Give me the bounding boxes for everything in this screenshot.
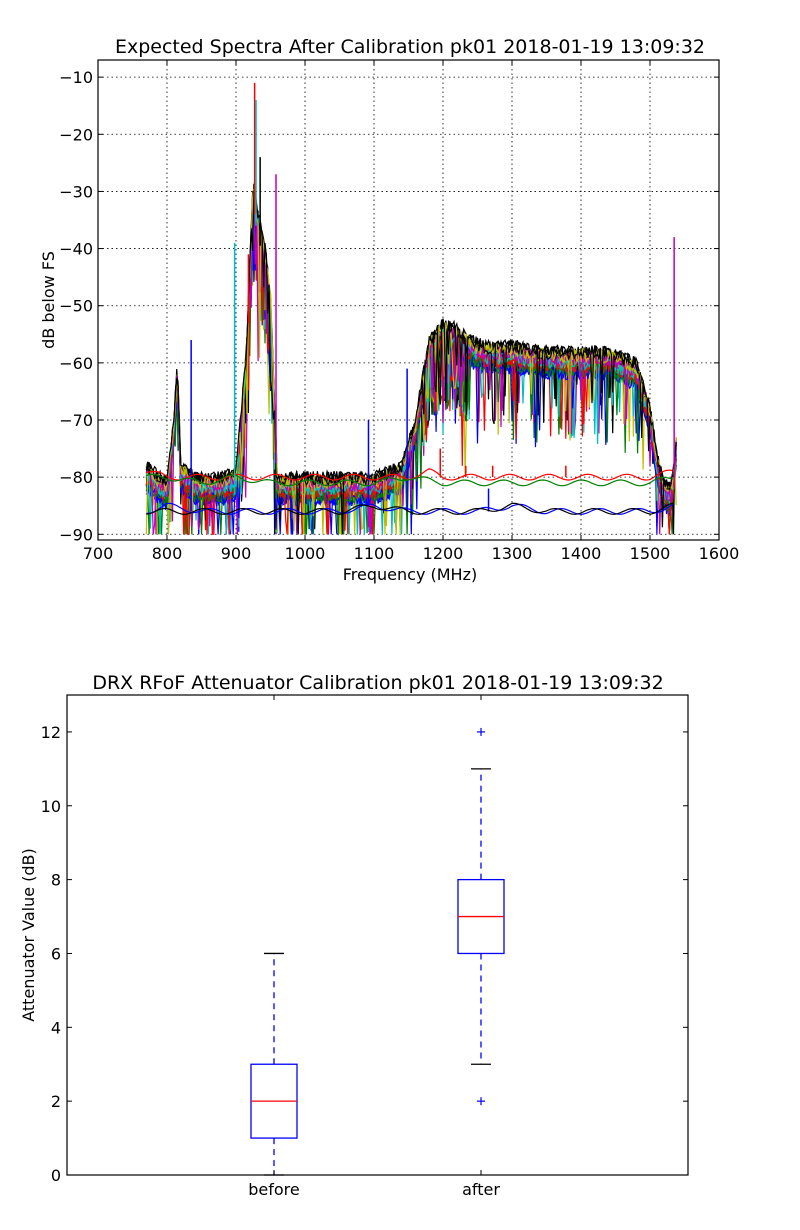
- boxplot-boxes: [250, 727, 505, 1176]
- spectra-x-tick-label: 1600: [699, 544, 740, 563]
- spectra-x-tick-label: 1000: [285, 544, 326, 563]
- boxplot-y-tick-label: 2: [51, 1092, 61, 1111]
- spectra-y-tick-label: −90: [59, 525, 93, 544]
- boxplot-y-tick-label: 8: [51, 871, 61, 890]
- spectra-x-axis-label: Frequency (MHz): [343, 565, 477, 584]
- box-after: [457, 727, 505, 1106]
- spectra-x-tick-label: 700: [83, 544, 114, 563]
- boxplot-y-tick-label: 6: [51, 944, 61, 963]
- attenuator-boxplot: DRX RFoF Attenuator Calibration pk01 201…: [19, 672, 689, 1199]
- spectra-y-axis-label: dB below FS: [39, 251, 58, 349]
- spectra-chart: Expected Spectra After Calibration pk01 …: [39, 36, 739, 584]
- boxplot-category-label: before: [248, 1180, 300, 1199]
- boxplot-y-tick-label: 10: [41, 797, 61, 816]
- spectra-y-tick-label: −30: [59, 182, 93, 201]
- boxplot-ticks: 0 2 4 6 8 10 12 before after: [41, 695, 688, 1199]
- spectra-x-tick-label: 800: [152, 544, 183, 563]
- spectra-y-tick-label: −40: [59, 240, 93, 259]
- spectra-x-tick-label: 900: [221, 544, 252, 563]
- reference-spectrum-line: [146, 502, 674, 515]
- spectra-ticks: 700 800 900 1000 1100 1200 1300 1400 1500 1600 −90…: [59, 60, 739, 563]
- boxplot-y-axis-label: Attenuator Value (dB): [19, 848, 38, 1022]
- spectra-x-tick-label: 1500: [630, 544, 671, 563]
- boxplot-y-tick-label: 12: [41, 723, 61, 742]
- boxplot-title: DRX RFoF Attenuator Calibration pk01 201…: [92, 672, 663, 694]
- spectra-grid: [98, 60, 719, 540]
- spectra-x-tick-label: 1200: [423, 544, 464, 563]
- reference-spectrum-line: [146, 502, 673, 515]
- spectra-y-tick-label: −70: [59, 411, 93, 430]
- spectra-y-tick-label: −20: [59, 125, 93, 144]
- spectra-y-tick-label: −80: [59, 468, 93, 487]
- spectra-y-tick-label: −10: [59, 68, 93, 87]
- box-before: [250, 952, 298, 1176]
- boxplot-frame: [66, 694, 689, 1176]
- spectra-x-tick-label: 1100: [354, 544, 395, 563]
- spectra-chart-title: Expected Spectra After Calibration pk01 …: [115, 36, 705, 58]
- spectra-y-tick-label: −60: [59, 354, 93, 373]
- boxplot-y-tick-label: 0: [51, 1166, 61, 1185]
- spectra-series: [145, 82, 677, 536]
- spectrum-line: [145, 222, 677, 535]
- boxplot-category-label: after: [462, 1180, 500, 1199]
- spectra-x-tick-label: 1400: [561, 544, 602, 563]
- boxplot-y-tick-label: 4: [51, 1018, 61, 1037]
- spectra-x-tick-label: 1300: [492, 544, 533, 563]
- spectra-y-tick-label: −50: [59, 297, 93, 316]
- spectra-plot-frame: [97, 59, 720, 541]
